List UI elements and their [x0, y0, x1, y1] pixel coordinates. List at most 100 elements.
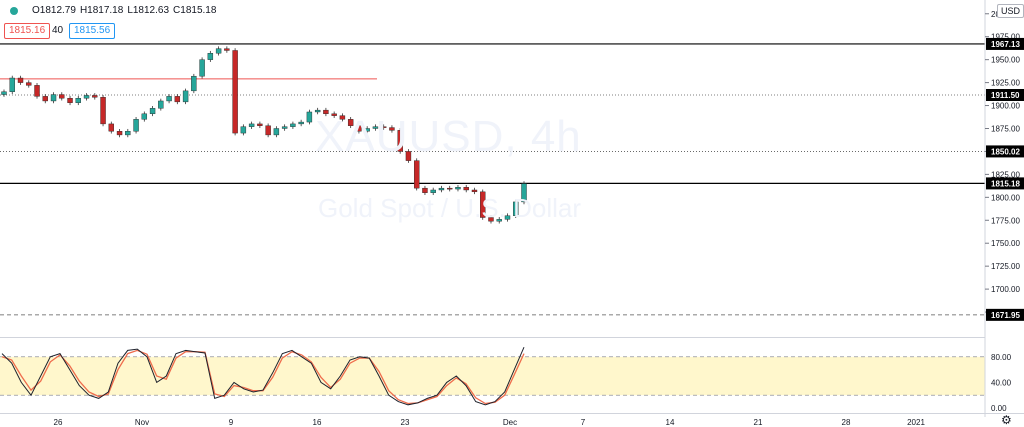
candle-body	[455, 187, 461, 190]
candle-body	[42, 96, 48, 102]
price-line-label: 1671.95	[991, 311, 1020, 320]
candle-body	[224, 48, 230, 51]
price-tick-label: 1800.00	[991, 193, 1020, 202]
candlestick-series	[1, 46, 527, 224]
candle-body	[1, 91, 7, 95]
candle-body	[83, 95, 90, 99]
price-tick-label: 1950.00	[991, 56, 1020, 65]
price-tick-label: 1825.00	[991, 170, 1020, 179]
candle-body	[521, 183, 527, 203]
candle-body	[290, 123, 296, 127]
candle-body	[191, 75, 197, 92]
oscillator-tick-label: 40.00	[991, 378, 1012, 387]
price-line-label-box	[986, 88, 1024, 101]
time-tick-label: Nov	[135, 418, 149, 427]
market-status-icon	[10, 6, 18, 15]
watermark-description: Gold Spot / U.S. Dollar	[318, 193, 581, 223]
candle-body	[281, 126, 288, 129]
candle-body	[199, 59, 205, 77]
price-line-label-box	[986, 308, 1024, 321]
candle-body	[447, 187, 453, 190]
time-tick-label: 26	[54, 418, 63, 427]
close-value: C1815.18	[173, 5, 217, 16]
price-line-label: 1967.13	[991, 40, 1020, 49]
price-line-label-box	[986, 177, 1024, 190]
price-tick-label: 1750.00	[991, 239, 1020, 248]
candle-body	[100, 97, 106, 125]
candle-body	[75, 98, 81, 103]
price-tick-label: 1700.00	[991, 285, 1020, 294]
candle-body	[248, 123, 255, 127]
price-line-label: 1850.02	[991, 147, 1020, 156]
oscillator-band	[0, 356, 985, 396]
overbought-oversold-band	[0, 356, 985, 396]
currency-button[interactable]: USD	[997, 4, 1024, 18]
candle-body	[331, 113, 337, 116]
candle-body	[389, 127, 395, 131]
candle-body	[9, 77, 15, 92]
oscillator-tick-label: 0.00	[991, 404, 1007, 413]
candle-body	[430, 189, 436, 193]
candle-body	[257, 123, 263, 126]
candle-body	[182, 90, 189, 103]
candle-body	[405, 151, 412, 161]
time-tick-label: 23	[401, 418, 410, 427]
settings-gear-icon[interactable]: ⚙	[1001, 413, 1012, 427]
candle-body	[34, 85, 40, 97]
stochastic-oscillator	[1, 347, 525, 406]
candle-body	[67, 98, 73, 103]
candle-body	[215, 48, 222, 54]
sell-button[interactable]: 1815.16	[4, 23, 51, 39]
candle-body	[339, 115, 346, 120]
candle-body	[166, 96, 172, 102]
candle-body	[347, 119, 354, 126]
candle-body	[504, 215, 511, 220]
price-tick-label: 1725.00	[991, 262, 1020, 271]
time-axis[interactable]: 26 Nov 9 16 23 Dec 7 14 21 28 2021	[0, 413, 1024, 427]
stochastic-d-line	[1, 349, 525, 405]
price-line-label: 1911.50	[991, 91, 1020, 100]
time-tick-label: 9	[229, 418, 234, 427]
candle-body	[380, 126, 387, 128]
time-tick-label: 7	[581, 418, 586, 427]
candle-body	[314, 109, 321, 113]
time-tick-label: 2021	[907, 418, 925, 427]
candle-body	[265, 125, 271, 136]
candle-body	[59, 94, 65, 99]
price-line-label-box	[986, 37, 1024, 50]
candle-body	[116, 131, 123, 136]
ohlc-legend: O1812.79 H1817.18 L1812.63 C1815.18	[10, 5, 216, 16]
candle-body	[397, 130, 403, 152]
candle-body	[207, 53, 214, 60]
candle-body	[323, 109, 329, 115]
candle-body	[232, 50, 238, 134]
watermark-symbol: XAUUSD, 4h	[315, 112, 582, 161]
candle-body	[149, 108, 156, 115]
open-value: O1812.79	[32, 5, 76, 16]
candle-body	[273, 128, 280, 136]
time-tick-label: Dec	[503, 418, 517, 427]
price-tick-label: 1875.00	[991, 124, 1020, 133]
price-tick-label: 1975.00	[991, 33, 1020, 42]
candle-body	[480, 191, 486, 218]
high-value: H1817.18	[79, 5, 124, 16]
time-tick-label: 14	[666, 418, 675, 427]
candle-body	[174, 96, 181, 103]
candle-body	[133, 119, 139, 132]
candle-body	[471, 189, 478, 193]
candle-body	[306, 111, 313, 123]
buy-button[interactable]: 1815.56	[69, 23, 116, 39]
candle-body	[488, 217, 494, 222]
candle-body	[513, 201, 519, 216]
candle-body	[108, 123, 115, 132]
time-tick-label: 16	[313, 418, 322, 427]
candle-body	[298, 121, 304, 125]
price-tick-label: 1900.00	[991, 102, 1020, 111]
low-value: L1812.63	[127, 5, 170, 16]
candle-body	[240, 126, 247, 134]
time-tick-label: 28	[842, 418, 851, 427]
candle-body	[141, 113, 148, 120]
time-tick-label: 21	[754, 418, 763, 427]
oscillator-tick-label: 80.00	[991, 353, 1012, 362]
